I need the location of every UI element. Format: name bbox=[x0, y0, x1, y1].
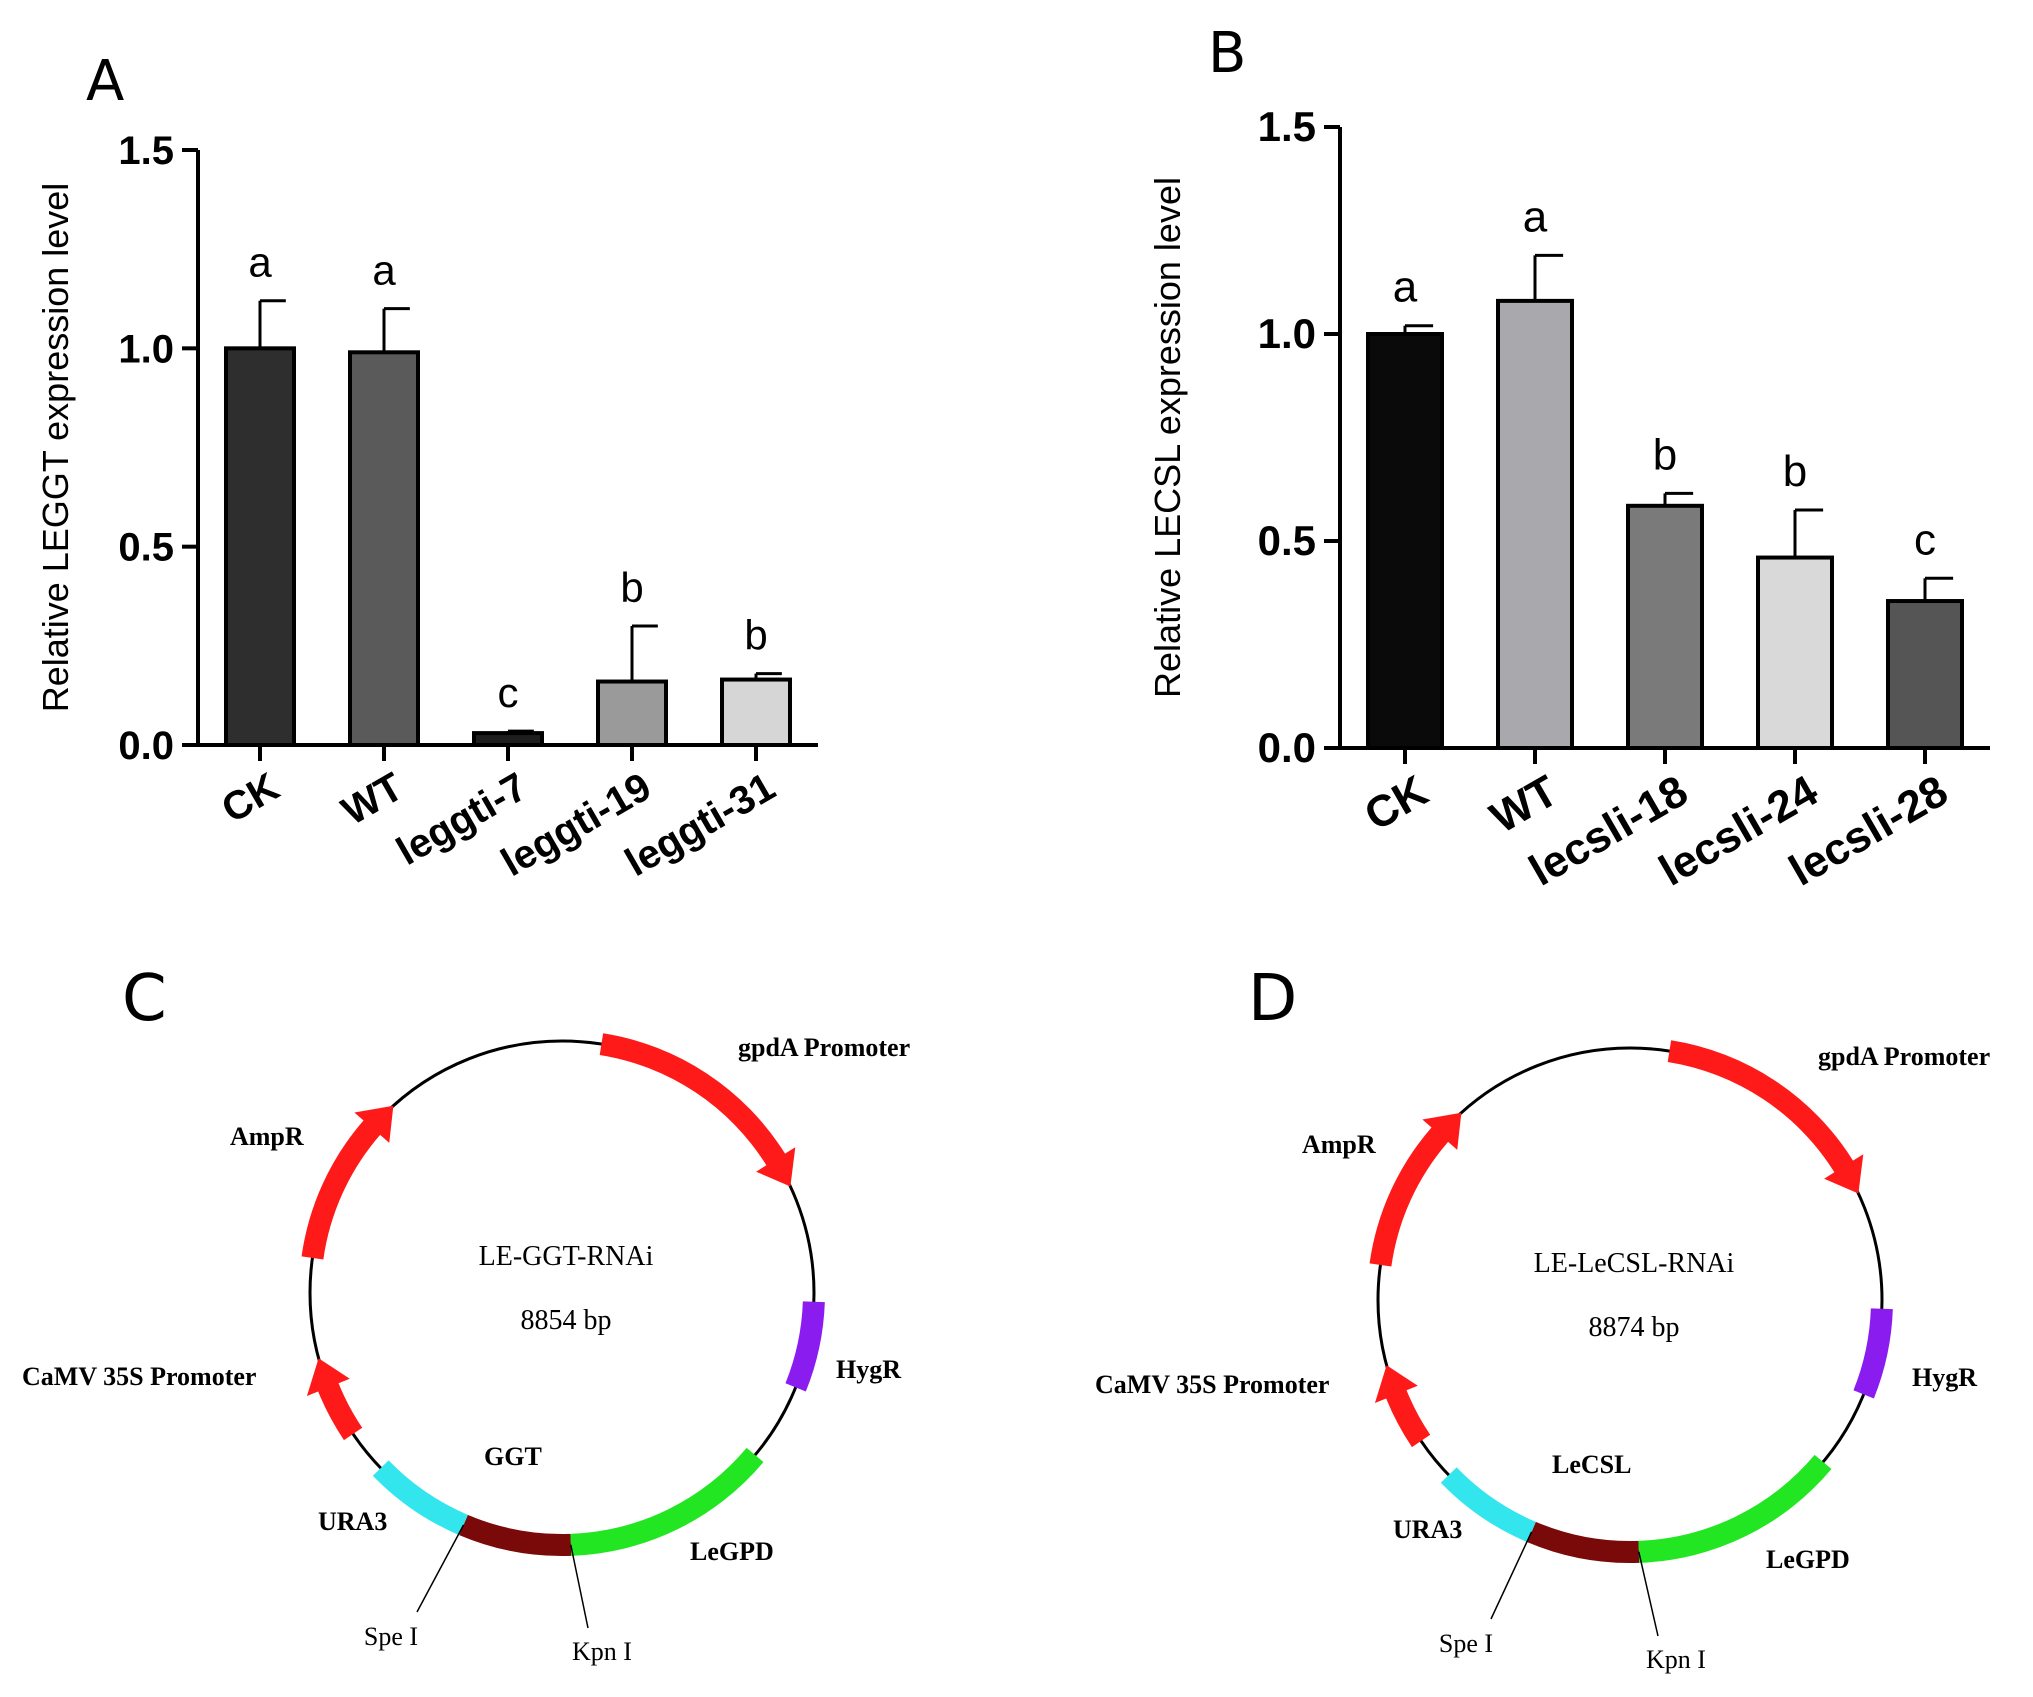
bar bbox=[596, 679, 668, 747]
plasmid-size: 8854 bp bbox=[521, 1305, 612, 1336]
significance-label: a bbox=[1523, 192, 1548, 241]
legpd-segment bbox=[1638, 1454, 1832, 1563]
y-tick-label: 0.5 bbox=[118, 526, 174, 570]
gpda-promoter-label: gpdA Promoter bbox=[738, 1033, 910, 1062]
plasmid-map-c: LE-GGT-RNAi 8854 bp gpdA Promoter AmpR HygR C… bbox=[22, 1033, 910, 1666]
chart-b: 0.0 0.5 1.0 1.5 Relative LECSL expression le… bbox=[1147, 103, 1990, 896]
legpd-label: LeGPD bbox=[690, 1537, 774, 1566]
hygr-label: HygR bbox=[836, 1355, 901, 1384]
y-axis-label: Relative LEGGT expression level bbox=[35, 183, 76, 713]
category-label: WT bbox=[1482, 766, 1566, 843]
spe-site-label: Spe I bbox=[1439, 1629, 1493, 1658]
panel-a: A 0.0 0.5 1.0 1.5 Relative LEGGT expression … bbox=[35, 49, 818, 885]
hygr-label: HygR bbox=[1912, 1363, 1977, 1392]
ampr-label: AmpR bbox=[1302, 1130, 1376, 1159]
y-tick-label: 1.0 bbox=[1258, 310, 1316, 357]
chart-a: 0.0 0.5 1.0 1.5 Relative LEGGT expression le… bbox=[35, 129, 818, 885]
plasmid-map-d: LE-LeCSL-RNAi 8874 bp gpdA Promoter AmpR Hyg… bbox=[1095, 1040, 1990, 1674]
plasmid-name: LE-GGT-RNAi bbox=[479, 1241, 654, 1272]
insert-segment bbox=[1527, 1521, 1640, 1563]
hygr-segment bbox=[1853, 1308, 1893, 1399]
bar bbox=[1886, 599, 1964, 751]
y-tick-label: 1.0 bbox=[118, 327, 174, 371]
ura3-segment bbox=[1440, 1467, 1536, 1543]
camv-promoter-label: CaMV 35S Promoter bbox=[1095, 1370, 1329, 1399]
insert-label: LeCSL bbox=[1552, 1450, 1631, 1479]
significance-label: b bbox=[744, 612, 767, 659]
legpd-segment bbox=[570, 1447, 764, 1556]
camv-promoter-arrow bbox=[306, 1358, 363, 1441]
y-tick-label: 0.0 bbox=[118, 724, 174, 768]
y-tick-label: 0.5 bbox=[1258, 517, 1316, 564]
ampr-arrow bbox=[301, 1105, 394, 1260]
ura3-segment bbox=[372, 1460, 468, 1536]
panel-letter-a: A bbox=[86, 49, 124, 114]
spe-site-leader bbox=[1490, 1531, 1533, 1620]
significance-label: b bbox=[620, 564, 643, 611]
kpn-site-leader bbox=[570, 1544, 589, 1629]
kpn-site-label: Kpn I bbox=[572, 1637, 632, 1666]
insert-label: GGT bbox=[484, 1442, 542, 1471]
ura3-label: URA3 bbox=[1393, 1515, 1462, 1544]
significance-label: a bbox=[248, 239, 272, 286]
plasmid-size: 8874 bp bbox=[1589, 1312, 1680, 1343]
y-tick-label: 1.5 bbox=[118, 129, 174, 173]
hygr-segment bbox=[785, 1301, 825, 1392]
camv-promoter-label: CaMV 35S Promoter bbox=[22, 1362, 256, 1391]
panel-d: D LE-LeCSL-RNAi 8874 bp gpdA Promoter AmpR H… bbox=[1095, 962, 1990, 1674]
bar bbox=[1366, 332, 1444, 750]
ura3-label: URA3 bbox=[318, 1507, 387, 1536]
significance-label: b bbox=[1653, 430, 1677, 479]
y-tick-label: 0.0 bbox=[1258, 724, 1316, 771]
significance-label: c bbox=[498, 669, 519, 716]
plasmid-name: LE-LeCSL-RNAi bbox=[1534, 1248, 1735, 1279]
y-axis-label: Relative LECSL expression level bbox=[1147, 177, 1188, 698]
bar bbox=[472, 731, 544, 747]
kpn-site-label: Kpn I bbox=[1646, 1645, 1706, 1674]
bar bbox=[1626, 503, 1704, 750]
significance-label: c bbox=[1914, 515, 1936, 564]
camv-promoter-arrow bbox=[1374, 1365, 1431, 1448]
significance-label: a bbox=[372, 247, 396, 294]
panel-b: B 0.0 0.5 1.0 1.5 Relative LECSL expression … bbox=[1147, 21, 1990, 896]
panel-letter-c: C bbox=[122, 962, 167, 1036]
ampr-label: AmpR bbox=[230, 1122, 304, 1151]
gpda-promoter-label: gpdA Promoter bbox=[1818, 1042, 1990, 1071]
panel-c: C LE-GGT-RNAi 8854 bp gpdA Promoter AmpR Hyg… bbox=[22, 962, 910, 1666]
ampr-arrow bbox=[1369, 1112, 1462, 1267]
bar bbox=[1496, 298, 1574, 750]
bar bbox=[348, 350, 420, 747]
kpn-site-leader bbox=[1638, 1551, 1659, 1637]
gpda-promoter-arrow bbox=[599, 1033, 796, 1187]
significance-label: b bbox=[1783, 447, 1807, 496]
spe-site-label: Spe I bbox=[364, 1622, 418, 1651]
category-label: CK bbox=[214, 765, 286, 832]
significance-label: a bbox=[1393, 263, 1418, 312]
y-tick-label: 1.5 bbox=[1258, 103, 1316, 150]
spe-site-leader bbox=[416, 1524, 465, 1613]
bar bbox=[1756, 555, 1834, 750]
bar bbox=[720, 677, 792, 747]
bar bbox=[224, 346, 296, 747]
category-label: CK bbox=[1356, 766, 1436, 840]
legpd-label: LeGPD bbox=[1766, 1545, 1850, 1574]
category-label: WT bbox=[335, 765, 411, 834]
panel-letter-d: D bbox=[1248, 962, 1297, 1036]
gpda-promoter-arrow bbox=[1667, 1040, 1864, 1194]
insert-segment bbox=[459, 1514, 572, 1556]
panel-letter-b: B bbox=[1208, 21, 1246, 86]
